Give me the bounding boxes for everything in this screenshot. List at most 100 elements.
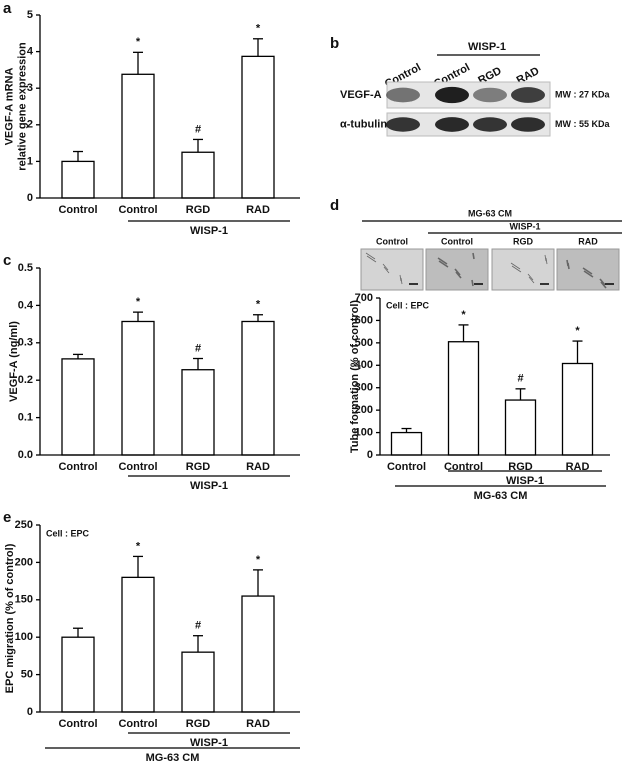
blot-band	[435, 117, 469, 132]
group-label: WISP-1	[190, 737, 228, 749]
x-tick-label: Control	[118, 204, 157, 216]
x-tick-label: RAD	[246, 461, 270, 473]
micrograph-label: RGD	[513, 236, 534, 246]
significance-mark: *	[136, 296, 141, 308]
x-tick-label: Control	[118, 461, 157, 473]
bar	[241, 595, 275, 713]
micrograph-texture	[544, 254, 547, 262]
y-tick-label: 0.4	[18, 299, 34, 311]
y-tick-label: 200	[15, 556, 33, 568]
y-tick-label: 700	[355, 292, 373, 304]
significance-mark: #	[195, 123, 201, 135]
micrograph-texture	[545, 257, 548, 265]
mw-label: MW : 27 KDa	[555, 89, 611, 99]
mw-label: MW : 55 KDa	[555, 119, 611, 129]
micrograph-texture	[510, 262, 521, 270]
micrograph-texture	[438, 260, 449, 268]
blot-band	[435, 86, 469, 104]
micrograph	[425, 248, 489, 291]
micrograph-label: Control	[376, 236, 408, 246]
annotation: Cell : EPC	[386, 300, 430, 310]
y-tick-label: 3	[27, 82, 33, 94]
panel-letter: e	[3, 509, 11, 526]
header-label: WISP-1	[509, 221, 540, 231]
x-tick-label: RAD	[246, 718, 270, 730]
bar	[181, 369, 215, 456]
y-tick-label: 400	[355, 359, 373, 371]
significance-mark: *	[136, 540, 141, 552]
y-tick-label: 1	[27, 155, 33, 167]
x-tick-label: Control	[58, 718, 97, 730]
micrograph-texture	[528, 276, 535, 284]
y-axis-label: relative gene expression	[16, 42, 28, 171]
bar	[181, 651, 215, 713]
micrograph-texture	[400, 277, 403, 285]
blot-band	[473, 117, 507, 132]
bar	[121, 73, 155, 199]
micrograph-label: RAD	[578, 236, 598, 246]
micrograph-texture	[600, 281, 607, 289]
y-axis-label: EPC migration (% of control)	[4, 543, 16, 693]
micrograph-texture	[437, 257, 448, 265]
y-tick-label: 50	[21, 669, 33, 681]
y-tick-label: 200	[355, 404, 373, 416]
micrograph	[491, 248, 555, 291]
row-label: VEGF-A	[340, 89, 382, 101]
group-label: WISP-1	[190, 225, 228, 237]
group-label: WISP-1	[506, 475, 544, 487]
y-tick-label: 100	[355, 426, 373, 438]
micrograph-texture	[583, 270, 594, 278]
micrograph-texture	[382, 263, 389, 271]
y-tick-label: 0.0	[18, 449, 33, 461]
bar	[61, 160, 95, 199]
micrograph	[360, 248, 424, 291]
y-tick-label: 2	[27, 119, 33, 131]
y-tick-label: 0.5	[18, 262, 33, 274]
y-tick-label: 300	[355, 382, 373, 394]
significance-mark: #	[195, 342, 201, 354]
blot-band	[473, 87, 507, 103]
x-tick-label: Control	[118, 718, 157, 730]
panel-letter: a	[3, 0, 12, 17]
y-tick-label: 0.1	[18, 412, 33, 424]
micrograph	[556, 248, 620, 291]
x-tick-label: RGD	[186, 461, 211, 473]
y-tick-label: 250	[15, 519, 33, 531]
micrograph-texture	[471, 279, 474, 287]
bar	[61, 636, 95, 713]
micrograph-texture	[454, 268, 461, 276]
bar	[447, 341, 480, 456]
micrograph-texture	[527, 273, 534, 281]
group-label: WISP-1	[468, 41, 506, 53]
x-tick-label: RGD	[186, 204, 211, 216]
bar	[504, 399, 537, 456]
bar	[61, 358, 95, 456]
micrograph-texture	[567, 262, 570, 270]
significance-mark: *	[461, 309, 466, 321]
x-tick-label: RGD	[186, 718, 211, 730]
row-label: α-tubulin	[340, 118, 387, 130]
panel-letter: b	[330, 35, 339, 52]
blot-band	[511, 117, 545, 132]
significance-mark: *	[256, 554, 261, 566]
blot-band	[386, 87, 420, 103]
y-tick-label: 4	[27, 46, 34, 58]
micrograph-texture	[365, 252, 376, 260]
significance-mark: #	[517, 373, 523, 385]
y-tick-label: 500	[355, 337, 373, 349]
y-tick-label: 0.3	[18, 337, 33, 349]
x-tick-label: Control	[387, 461, 426, 473]
y-tick-label: 600	[355, 314, 373, 326]
blot-band	[386, 117, 420, 132]
micrograph-texture	[472, 252, 475, 260]
bar	[181, 151, 215, 199]
group-label: MG-63 CM	[474, 490, 528, 502]
x-tick-label: Control	[58, 461, 97, 473]
blot-band	[511, 87, 545, 103]
significance-mark: *	[136, 36, 141, 48]
x-tick-label: RAD	[246, 204, 270, 216]
micrograph-texture	[455, 271, 462, 279]
micrograph-texture	[399, 274, 402, 282]
bar	[241, 320, 275, 456]
